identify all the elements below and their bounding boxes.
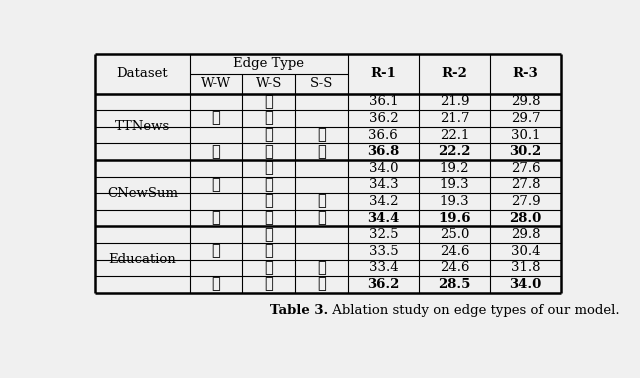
Text: Table 3.: Table 3. [269, 304, 328, 317]
Text: Dataset: Dataset [116, 67, 168, 81]
Text: 29.8: 29.8 [511, 95, 540, 108]
Text: 22.2: 22.2 [438, 145, 470, 158]
Text: Edge Type: Edge Type [233, 57, 304, 70]
Text: R-2: R-2 [442, 67, 467, 81]
Text: ✓: ✓ [264, 194, 273, 209]
Text: ✓: ✓ [264, 228, 273, 242]
Text: 34.2: 34.2 [369, 195, 398, 208]
Text: 27.6: 27.6 [511, 162, 540, 175]
Text: 25.0: 25.0 [440, 228, 469, 241]
Text: R-3: R-3 [513, 67, 538, 81]
Text: ✓: ✓ [264, 261, 273, 275]
Text: ✓: ✓ [264, 244, 273, 258]
Text: ✓: ✓ [212, 244, 220, 258]
Text: 19.3: 19.3 [440, 178, 469, 191]
Text: R-1: R-1 [371, 67, 396, 81]
Text: 28.0: 28.0 [509, 212, 541, 225]
Text: ✓: ✓ [264, 277, 273, 291]
Text: 19.3: 19.3 [440, 195, 469, 208]
Text: 36.8: 36.8 [367, 145, 399, 158]
Text: 19.6: 19.6 [438, 212, 470, 225]
Text: 24.6: 24.6 [440, 261, 469, 274]
Text: TTNews: TTNews [115, 120, 170, 133]
Text: 29.8: 29.8 [511, 228, 540, 241]
Text: 29.7: 29.7 [511, 112, 540, 125]
Text: 34.4: 34.4 [367, 212, 399, 225]
Text: 30.1: 30.1 [511, 129, 540, 142]
Text: ✓: ✓ [264, 112, 273, 125]
Text: 36.1: 36.1 [369, 95, 398, 108]
Text: 27.8: 27.8 [511, 178, 540, 191]
Text: 34.0: 34.0 [509, 278, 541, 291]
Text: ✓: ✓ [317, 277, 326, 291]
Text: 36.2: 36.2 [369, 112, 398, 125]
Text: Education: Education [108, 253, 176, 266]
Text: ✓: ✓ [317, 145, 326, 159]
Text: W-S: W-S [255, 77, 282, 90]
Text: 34.0: 34.0 [369, 162, 398, 175]
Text: ✓: ✓ [264, 95, 273, 109]
Text: ✓: ✓ [212, 277, 220, 291]
Text: ✓: ✓ [212, 211, 220, 225]
Text: W-W: W-W [201, 77, 231, 90]
Text: 36.2: 36.2 [367, 278, 399, 291]
Text: ✓: ✓ [212, 145, 220, 159]
Text: ✓: ✓ [212, 178, 220, 192]
Text: CNewSum: CNewSum [107, 187, 178, 200]
Text: 19.2: 19.2 [440, 162, 469, 175]
Text: 36.6: 36.6 [369, 129, 398, 142]
Text: ✓: ✓ [264, 211, 273, 225]
Text: ✓: ✓ [264, 128, 273, 142]
Text: 32.5: 32.5 [369, 228, 398, 241]
Text: S-S: S-S [310, 77, 333, 90]
Text: ✓: ✓ [317, 261, 326, 275]
Text: ✓: ✓ [212, 112, 220, 125]
Text: 28.5: 28.5 [438, 278, 470, 291]
Text: ✓: ✓ [264, 178, 273, 192]
Text: 31.8: 31.8 [511, 261, 540, 274]
Text: 24.6: 24.6 [440, 245, 469, 258]
Text: 33.5: 33.5 [369, 245, 398, 258]
Text: 21.9: 21.9 [440, 95, 469, 108]
Text: 27.9: 27.9 [511, 195, 540, 208]
Text: 33.4: 33.4 [369, 261, 398, 274]
Text: ✓: ✓ [317, 211, 326, 225]
Text: 30.4: 30.4 [511, 245, 540, 258]
Text: 30.2: 30.2 [509, 145, 541, 158]
Text: ✓: ✓ [264, 161, 273, 175]
Text: ✓: ✓ [264, 145, 273, 159]
Text: ✓: ✓ [317, 128, 326, 142]
Text: ✓: ✓ [317, 194, 326, 209]
Text: 34.3: 34.3 [369, 178, 398, 191]
Text: 21.7: 21.7 [440, 112, 469, 125]
Text: 22.1: 22.1 [440, 129, 469, 142]
Text: Ablation study on edge types of our model.: Ablation study on edge types of our mode… [328, 304, 620, 317]
